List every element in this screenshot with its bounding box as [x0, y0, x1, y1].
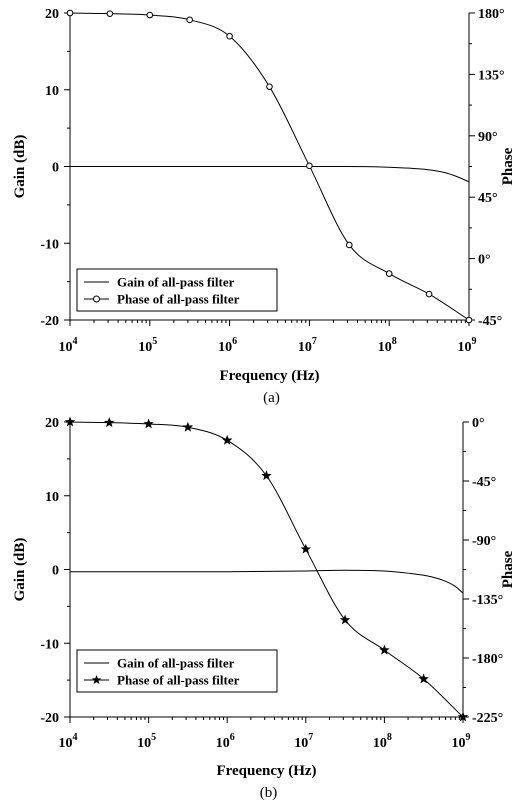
gain-curve	[69, 569, 464, 594]
y-tick-label: -20	[40, 711, 59, 726]
y-tick-label: 0	[52, 161, 59, 176]
x-tick-label: 108	[373, 732, 392, 751]
y-axis-title: Gain (dB)	[12, 538, 28, 602]
legend: Gain of all-pass filter Phase of all-pass…	[76, 649, 278, 693]
phase-curve	[69, 421, 464, 718]
phase-marker	[345, 241, 353, 249]
legend-label: Phase of all-pass filter	[117, 673, 240, 688]
x-tick-label: 105	[137, 732, 156, 751]
legend-label: Phase of all-pass filter	[117, 292, 240, 307]
phase-marker	[306, 162, 313, 170]
x-tick-label: 108	[378, 336, 397, 355]
legend-box	[76, 268, 278, 312]
phase-marker	[104, 417, 115, 428]
phase-marker	[106, 10, 114, 17]
y2-axis-title: Phase	[500, 550, 516, 588]
y-tick-label: 20	[45, 416, 59, 431]
x-tick-label: 109	[458, 336, 477, 355]
y2-tick-label: 180°	[478, 7, 505, 22]
x-tick-label: 107	[298, 336, 317, 355]
y2-tick-label: -90°	[472, 534, 496, 549]
x-tick-label: 106	[216, 732, 235, 751]
y2-tick-label: -135°	[472, 593, 503, 608]
y-tick-label: -10	[40, 237, 59, 252]
phase-marker	[465, 316, 473, 324]
x-tick-label: 107	[294, 732, 313, 751]
phase-marker	[182, 421, 194, 432]
legend-label: Gain of all-pass filter	[117, 656, 235, 671]
phase-marker	[66, 9, 74, 17]
phase-marker	[186, 16, 193, 24]
phase-marker	[300, 543, 312, 554]
phase-marker	[339, 614, 351, 625]
y2-axis-title: Phase	[500, 147, 516, 185]
y-tick-label: 0	[52, 564, 59, 579]
gain-curve	[69, 166, 470, 183]
phase-marker	[379, 644, 390, 655]
x-tick-label: 104	[59, 336, 78, 355]
y2-tick-label: 45°	[478, 191, 498, 206]
y-tick-label: 10	[45, 490, 59, 505]
y2-tick-label: -45°	[478, 314, 502, 329]
legend-marker	[93, 295, 100, 303]
phase-marker	[457, 711, 469, 722]
phase-marker	[418, 673, 429, 684]
phase-marker	[425, 290, 433, 298]
x-tick-label: 109	[452, 732, 471, 751]
phase-marker	[146, 11, 154, 19]
figure-caption: (a)	[263, 390, 280, 406]
y-axis-title: Gain (dB)	[12, 135, 28, 199]
y2-tick-label: -45°	[472, 475, 496, 490]
y2-tick-label: -225°	[472, 711, 503, 726]
phase-marker	[385, 270, 393, 277]
legend: Gain of all-pass filter Phase of all-pass…	[76, 268, 278, 312]
legend-box	[76, 649, 278, 693]
legend-marker	[91, 675, 102, 685]
phase-marker	[226, 32, 233, 40]
phase-marker	[143, 418, 154, 429]
legend-label: Gain of all-pass filter	[117, 275, 235, 290]
y2-tick-label: 0°	[472, 416, 485, 431]
chart-panel-b: -20 -10 0 10 20 -225° -180° -135° -90° -45° 0° 104 1…	[12, 416, 516, 801]
y2-tick-label: 90°	[478, 130, 498, 145]
phase-marker	[221, 434, 233, 445]
y-tick-label: 20	[45, 7, 59, 22]
chart-panel-a: -20 -10 0 10 20 -45° 0° 45° 90° 135° 180° 104 105 106…	[12, 7, 516, 406]
y-tick-label: -10	[40, 637, 59, 652]
phase-marker	[261, 470, 272, 481]
x-tick-label: 106	[218, 336, 237, 355]
phase-curve	[69, 12, 470, 321]
phase-marker	[266, 83, 273, 90]
x-axis-title: Frequency (Hz)	[219, 368, 319, 384]
y-tick-label: -20	[40, 314, 59, 329]
x-axis-title: Frequency (Hz)	[216, 763, 316, 779]
y2-tick-label: 0°	[478, 253, 491, 268]
figure-caption: (b)	[260, 785, 278, 801]
y2-tick-label: -180°	[472, 652, 503, 667]
x-tick-label: 105	[138, 336, 157, 355]
y2-tick-label: 135°	[478, 68, 505, 83]
phase-marker	[64, 416, 76, 427]
x-tick-label: 104	[59, 732, 78, 751]
y-tick-label: 10	[45, 84, 59, 99]
